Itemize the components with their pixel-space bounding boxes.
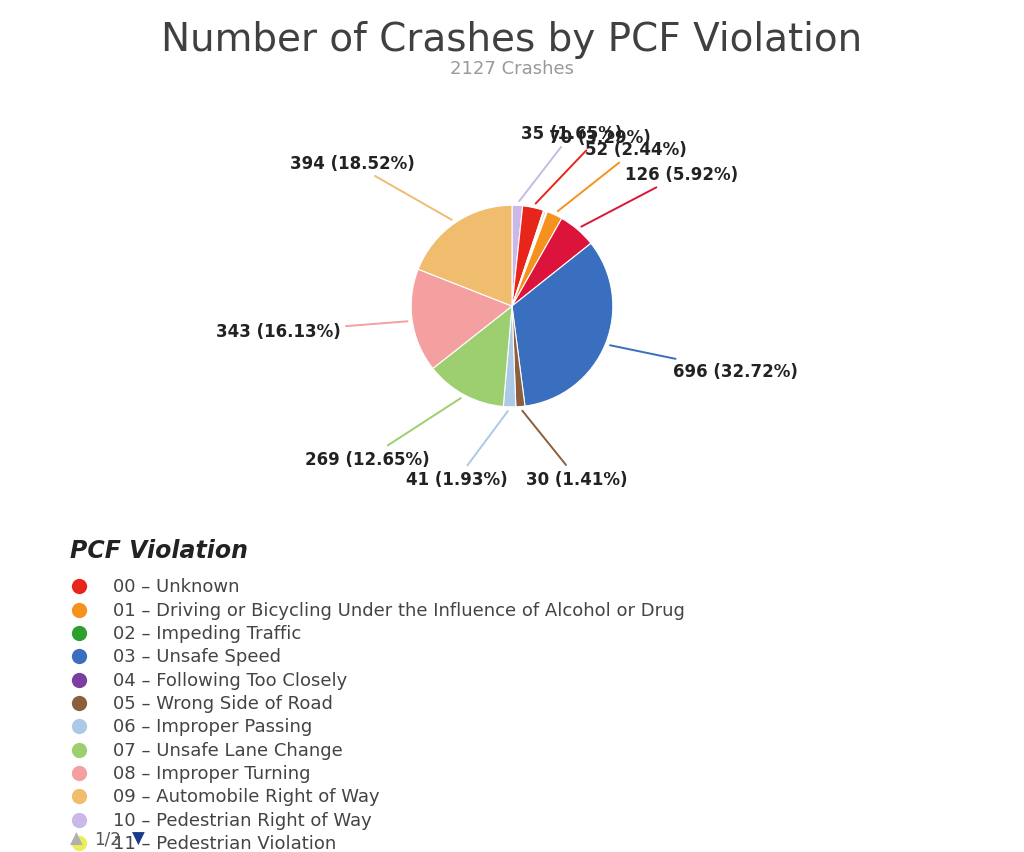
Wedge shape <box>512 307 525 407</box>
Text: 08 – Improper Turning: 08 – Improper Turning <box>113 764 310 782</box>
Text: 11 – Pedestrian Violation: 11 – Pedestrian Violation <box>113 834 337 852</box>
Wedge shape <box>512 206 522 307</box>
Wedge shape <box>412 270 512 369</box>
Text: 09 – Automobile Right of Way: 09 – Automobile Right of Way <box>113 787 380 805</box>
Text: 2127 Crashes: 2127 Crashes <box>450 60 574 78</box>
Text: PCF Violation: PCF Violation <box>70 538 248 562</box>
Wedge shape <box>512 244 612 406</box>
Wedge shape <box>512 211 546 307</box>
Text: 07 – Unsafe Lane Change: 07 – Unsafe Lane Change <box>113 740 343 758</box>
Text: 06 – Improper Passing: 06 – Improper Passing <box>113 717 312 735</box>
Text: ▼: ▼ <box>132 829 145 847</box>
Wedge shape <box>512 212 548 307</box>
Wedge shape <box>512 211 545 307</box>
Text: 10 – Pedestrian Right of Way: 10 – Pedestrian Right of Way <box>113 810 372 829</box>
Text: 35 (1.65%): 35 (1.65%) <box>519 124 623 202</box>
Text: 394 (18.52%): 394 (18.52%) <box>290 154 452 221</box>
Text: 52 (2.44%): 52 (2.44%) <box>558 141 687 212</box>
Text: 04 – Following Too Closely: 04 – Following Too Closely <box>113 671 347 688</box>
Text: 696 (32.72%): 696 (32.72%) <box>610 346 798 381</box>
Wedge shape <box>512 212 562 307</box>
Text: 00 – Unknown: 00 – Unknown <box>113 578 240 596</box>
Text: ▲: ▲ <box>70 829 83 847</box>
Text: 05 – Wrong Side of Road: 05 – Wrong Side of Road <box>113 694 333 712</box>
Wedge shape <box>503 307 516 407</box>
Text: 126 (5.92%): 126 (5.92%) <box>582 166 738 227</box>
Text: 41 (1.93%): 41 (1.93%) <box>407 412 508 489</box>
Text: 343 (16.13%): 343 (16.13%) <box>216 322 408 341</box>
Wedge shape <box>418 206 512 307</box>
Wedge shape <box>433 307 512 407</box>
Text: 70 (3.29%): 70 (3.29%) <box>536 129 650 204</box>
Text: 1/2: 1/2 <box>94 829 121 847</box>
Text: 03 – Unsafe Speed: 03 – Unsafe Speed <box>113 648 282 665</box>
Text: 01 – Driving or Bicycling Under the Influence of Alcohol or Drug: 01 – Driving or Bicycling Under the Infl… <box>113 601 685 619</box>
Text: 02 – Impeding Traffic: 02 – Impeding Traffic <box>113 625 301 642</box>
Wedge shape <box>512 206 544 307</box>
Text: Number of Crashes by PCF Violation: Number of Crashes by PCF Violation <box>162 21 862 60</box>
Text: 269 (12.65%): 269 (12.65%) <box>305 399 461 468</box>
Text: 30 (1.41%): 30 (1.41%) <box>522 412 628 488</box>
Wedge shape <box>512 219 591 307</box>
